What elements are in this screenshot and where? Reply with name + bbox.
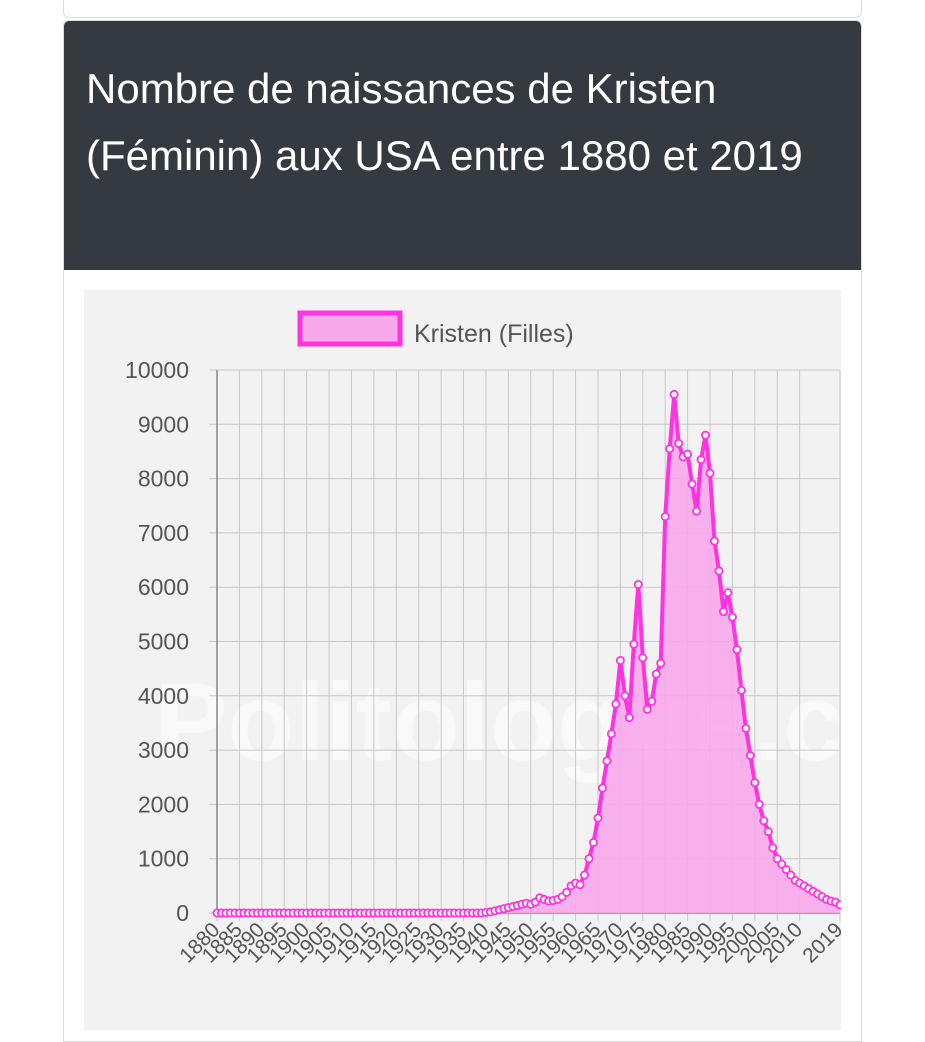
y-tick-label: 1000 <box>138 846 189 872</box>
axes: 0 1000 2000 3000 4000 5000 6000 7000 8000 9000 100… <box>125 357 848 968</box>
data-point <box>759 816 769 826</box>
data-point <box>692 506 702 516</box>
data-point <box>723 588 733 598</box>
data-point <box>633 579 643 589</box>
data-point <box>750 778 760 788</box>
data-point <box>777 859 787 869</box>
data-point <box>611 699 621 709</box>
y-tick-label: 6000 <box>138 574 189 600</box>
data-point <box>656 658 666 668</box>
legend-swatch[interactable] <box>297 310 403 347</box>
data-point <box>683 449 693 459</box>
data-point <box>606 729 616 739</box>
data-point <box>696 455 706 465</box>
births-chart: Politologue.com 010002000300040005000600… <box>125 310 861 968</box>
data-point <box>638 653 648 663</box>
data-point <box>602 756 612 766</box>
chart-card: Nombre de naissances de Kristen (Féminin… <box>63 20 862 1042</box>
data-point <box>763 827 773 837</box>
data-point <box>745 751 755 761</box>
data-point <box>624 713 634 723</box>
data-point <box>754 799 764 809</box>
x-tick-label: 2019 <box>798 918 841 967</box>
data-point <box>580 870 590 880</box>
y-tick-label: 9000 <box>138 411 189 437</box>
y-tick-label: 0 <box>176 900 189 926</box>
data-point <box>665 444 675 454</box>
data-point <box>593 813 603 823</box>
data-point <box>705 468 715 478</box>
y-tick-label: 4000 <box>138 683 189 709</box>
plot-series <box>212 389 845 918</box>
data-point <box>620 691 630 701</box>
y-tick-label: 8000 <box>138 466 189 492</box>
data-point <box>768 843 778 853</box>
data-point <box>669 389 679 399</box>
chart-area: Politologue.com 010002000300040005000600… <box>84 290 861 1030</box>
data-point <box>786 870 796 880</box>
data-point <box>615 656 625 666</box>
y-tick-label: 3000 <box>138 737 189 763</box>
data-point <box>741 723 751 733</box>
data-point <box>651 669 661 679</box>
data-point <box>772 854 782 864</box>
card-title: Nombre de naissances de Kristen (Féminin… <box>64 21 861 270</box>
data-point <box>701 430 711 440</box>
y-tick-label: 10000 <box>125 357 189 383</box>
data-point <box>588 837 598 847</box>
data-point <box>562 887 572 897</box>
data-point <box>835 900 845 910</box>
data-point <box>687 479 697 489</box>
data-point <box>714 566 724 576</box>
previous-card <box>63 0 862 18</box>
data-point <box>597 783 607 793</box>
series-area <box>217 394 840 913</box>
data-point <box>736 685 746 695</box>
data-point <box>674 438 684 448</box>
y-tick-label: 2000 <box>138 791 189 817</box>
data-point <box>781 865 791 875</box>
data-point <box>642 704 652 714</box>
data-point <box>718 607 728 617</box>
data-point <box>584 854 594 864</box>
data-point <box>727 612 737 622</box>
data-point <box>710 536 720 546</box>
data-point <box>660 512 670 522</box>
data-point <box>629 639 639 649</box>
y-tick-label: 5000 <box>138 629 189 655</box>
data-point <box>575 880 585 890</box>
legend[interactable]: Kristen (Filles) <box>297 310 574 348</box>
y-tick-label: 7000 <box>138 520 189 546</box>
data-point <box>732 645 742 655</box>
legend-label[interactable]: Kristen (Filles) <box>414 320 574 348</box>
data-point <box>647 696 657 706</box>
